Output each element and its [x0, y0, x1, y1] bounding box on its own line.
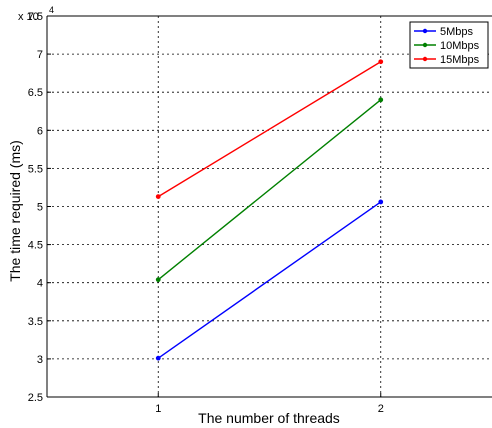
- y-axis-label: The time required (ms): [7, 140, 23, 282]
- data-point-5mbps: [378, 199, 384, 205]
- y-scale-exponent: 4: [49, 5, 54, 15]
- legend: 5Mbps 10Mbps 15Mbps: [409, 21, 489, 69]
- y-tick-label: 4.5: [28, 240, 43, 252]
- legend-label-15mbps: 15Mbps: [440, 54, 480, 66]
- y-tick-label: 7.5: [28, 11, 43, 23]
- series-line-5mbps: [157, 201, 382, 359]
- x-tick-label: 2: [378, 403, 384, 415]
- axes: [46, 15, 492, 398]
- y-tick-label: 3.5: [28, 316, 43, 328]
- legend-marker-15mbps: [422, 56, 428, 62]
- y-tick-label: 6: [37, 125, 43, 137]
- tick-labels: 2.5 3 3.5 4 4.5 5 5.5 6 6.5 7 7.5 1 2: [28, 11, 384, 415]
- series-line-15mbps: [157, 61, 382, 198]
- legend-marker-10mbps: [422, 42, 428, 48]
- grid: [47, 16, 492, 397]
- data-point-10mbps: [155, 277, 161, 283]
- legend-marker-5mbps: [422, 28, 428, 34]
- data-point-5mbps: [155, 355, 161, 361]
- y-tick-label: 7: [37, 49, 43, 61]
- y-tick-label: 5.5: [28, 163, 43, 175]
- data-point-15mbps: [378, 59, 384, 65]
- y-scale-label: x 10: [18, 11, 39, 23]
- y-tick-label: 2.5: [28, 392, 43, 404]
- y-tick-label: 5: [37, 202, 43, 214]
- x-axis-label: The number of threads: [198, 410, 340, 426]
- series-lines: [155, 59, 384, 361]
- y-tick-label: 3: [37, 354, 43, 366]
- y-tick-label: 4: [37, 278, 43, 290]
- data-point-15mbps: [155, 194, 161, 199]
- data-point-10mbps: [378, 97, 384, 103]
- legend-label-5mbps: 5Mbps: [440, 26, 474, 38]
- y-tick-label: 6.5: [28, 87, 43, 99]
- series-line-10mbps: [157, 99, 382, 281]
- legend-label-10mbps: 10Mbps: [440, 40, 480, 52]
- x-tick-label: 1: [155, 403, 161, 415]
